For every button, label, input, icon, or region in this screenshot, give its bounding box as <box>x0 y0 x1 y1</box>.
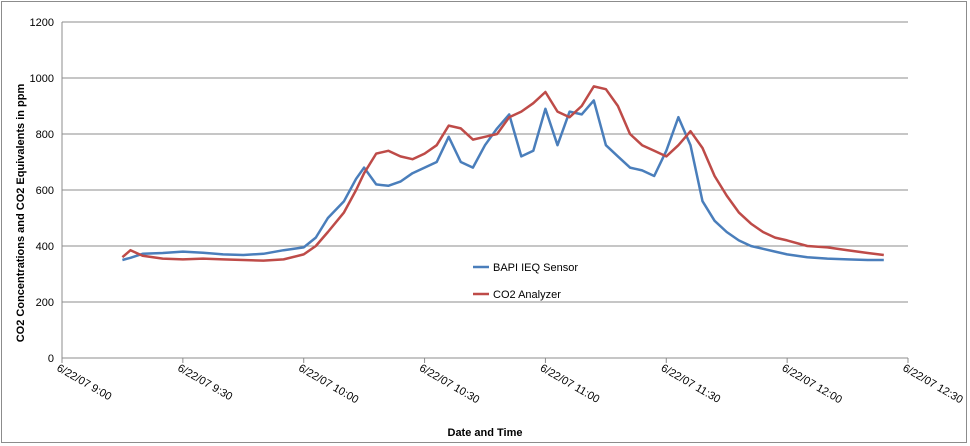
y-tick-label: 1200 <box>30 17 54 29</box>
y-tick-label: 0 <box>48 353 54 365</box>
gridlines <box>62 21 908 303</box>
series-line-co2-analyzer <box>121 85 884 262</box>
y-tick-label: 1000 <box>30 73 54 85</box>
legend-label: CO2 Analyzer <box>493 289 561 301</box>
x-tick-labels: 6/22/07 9:00 6/22/07 9:30 6/22/07 10:00 6/2… <box>55 362 965 406</box>
x-tick-label: 6/22/07 9:00 <box>55 362 114 403</box>
y-tick-labels: 0 200 400 600 800 1000 1200 <box>30 17 54 365</box>
x-tick-label: 6/22/07 9:30 <box>175 362 234 403</box>
axes <box>61 22 909 363</box>
legend: BAPI IEQ Sensor CO2 Analyzer <box>473 262 578 301</box>
y-axis-title: CO2 Concentrations and CO2 Equivalents i… <box>15 84 27 343</box>
legend-label: BAPI IEQ Sensor <box>493 262 578 274</box>
x-tick-label: 6/22/07 10:30 <box>417 362 481 406</box>
x-tick-label: 6/22/07 10:00 <box>296 362 360 406</box>
y-tick-label: 800 <box>36 129 54 141</box>
x-axis-title: Date and Time <box>448 427 523 439</box>
x-tick-label: 6/22/07 11:30 <box>659 362 723 406</box>
x-tick-label: 6/22/07 12:00 <box>780 362 844 406</box>
y-tick-label: 600 <box>36 185 54 197</box>
x-tick-label: 6/22/07 11:00 <box>538 362 602 406</box>
series-line-bapi-ieq-sensor <box>122 99 884 262</box>
y-tick-label: 200 <box>36 297 54 309</box>
series-lines <box>121 85 884 262</box>
x-tick-label: 6/22/07 12:30 <box>901 362 965 406</box>
y-tick-label: 400 <box>36 241 54 253</box>
